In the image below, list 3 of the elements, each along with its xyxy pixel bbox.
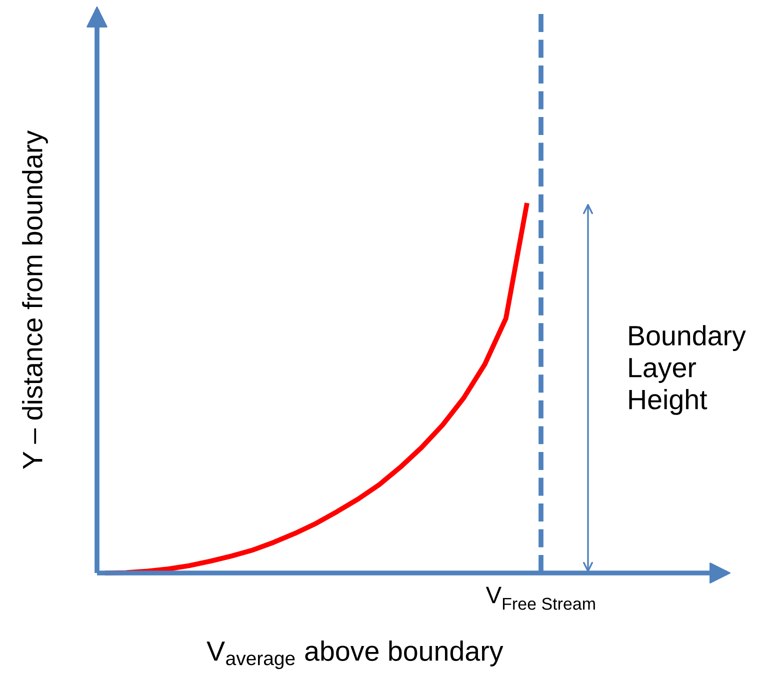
x-axis-title: V$_{average}$ above boundary [206, 640, 504, 670]
y-axis-title: Y – distance from boundary [22, 130, 48, 469]
text: Boundary Layer Height [629, 325, 746, 415]
